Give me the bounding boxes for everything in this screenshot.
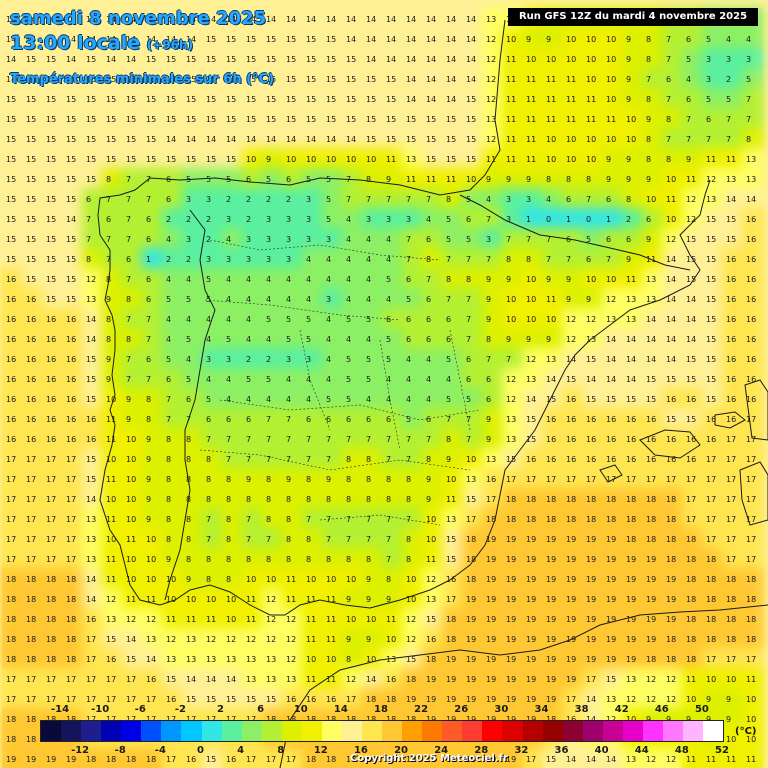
legend-tick-label: -8 [114, 745, 126, 756]
legend-tick-label: 48 [674, 745, 689, 756]
legend-color-cell [201, 721, 222, 741]
legend-color-cell [602, 721, 623, 741]
legend-tick-label: -10 [91, 704, 110, 715]
legend-tick-label: 10 [293, 704, 308, 715]
legend-tick-label: 52 [715, 745, 729, 756]
legend-color-cell [622, 721, 643, 741]
legend-color-cell [301, 721, 322, 741]
forecast-parameter: Températures minimales sur 6h (°C) [10, 72, 275, 87]
legend-tick-label: 14 [333, 704, 348, 715]
legend-color-cell [81, 721, 102, 741]
legend-color-cell [662, 721, 683, 741]
legend-tick-label: -12 [71, 745, 90, 756]
legend-tick-label: 4 [237, 745, 245, 756]
legend-tick-label: 38 [574, 704, 589, 715]
legend-color-cell [221, 721, 242, 741]
legend-tick-label: 36 [554, 745, 569, 756]
legend-color-cell [41, 721, 62, 741]
legend-tick-label: 8 [277, 745, 285, 756]
legend-color-cell [121, 721, 142, 741]
legend-tick-label: 0 [196, 745, 204, 756]
legend-tick-label: 12 [313, 745, 328, 756]
legend-tick-label: 46 [654, 704, 669, 715]
legend-tick-label: 2 [217, 704, 224, 715]
legend-color-cell [261, 721, 282, 741]
legend-tick-label: 44 [634, 745, 649, 756]
legend-tick-label: 26 [454, 704, 469, 715]
legend-tick-label: 24 [434, 745, 449, 756]
color-scale-legend [40, 720, 724, 742]
forecast-lead-time: (+96h) [146, 38, 194, 52]
legend-color-cell [683, 721, 704, 741]
legend-color-cell [181, 721, 202, 741]
model-run-info: Run GFS 12Z du mardi 4 novembre 2025 [508, 8, 758, 26]
legend-color-cell [141, 721, 162, 741]
legend-color-cell [542, 721, 563, 741]
legend-tick-label: 40 [594, 745, 609, 756]
forecast-local-time: 13:00 locale [10, 32, 141, 54]
legend-color-cell [362, 721, 383, 741]
legend-color-cell [422, 721, 443, 741]
legend-unit: (°C) [735, 726, 757, 737]
legend-tick-label: 16 [353, 745, 368, 756]
legend-color-cell [382, 721, 403, 741]
legend-color-cell [281, 721, 302, 741]
legend-color-cell [341, 721, 362, 741]
legend-color-cell [321, 721, 342, 741]
legend-color-cell [462, 721, 483, 741]
legend-color-cell [442, 721, 463, 741]
legend-tick-label: 18 [374, 704, 388, 715]
legend-tick-label: 6 [257, 704, 265, 715]
legend-tick-label: 32 [514, 745, 529, 756]
legend-tick-label: 22 [414, 704, 429, 715]
legend-color-cell [161, 721, 182, 741]
legend-color-cell [642, 721, 663, 741]
forecast-time: 13:00 locale (+96h) [10, 32, 193, 54]
legend-color-cell [522, 721, 543, 741]
legend-tick-label: -2 [174, 704, 186, 715]
legend-color-cell [562, 721, 583, 741]
legend-color-cell [502, 721, 523, 741]
legend-tick-label: 30 [494, 704, 509, 715]
legend-tick-label: -6 [134, 704, 146, 715]
legend-tick-label: 42 [614, 704, 629, 715]
legend-color-cell [101, 721, 122, 741]
legend-tick-label: -4 [154, 745, 166, 756]
legend-color-cell [703, 721, 724, 741]
legend-tick-label: 20 [394, 745, 409, 756]
legend-tick-label: -14 [51, 704, 70, 715]
legend-color-cell [482, 721, 503, 741]
legend-tick-label: 50 [694, 704, 709, 715]
legend-tick-label: 34 [534, 704, 549, 715]
forecast-date: samedi 8 novembre 2025 [10, 8, 267, 29]
legend-color-cell [241, 721, 262, 741]
legend-tick-label: 28 [474, 745, 489, 756]
copyright-notice: Copyright 2025 Meteociel.fr [350, 753, 508, 764]
legend-color-cell [402, 721, 423, 741]
legend-color-cell [582, 721, 603, 741]
legend-color-cell [61, 721, 82, 741]
